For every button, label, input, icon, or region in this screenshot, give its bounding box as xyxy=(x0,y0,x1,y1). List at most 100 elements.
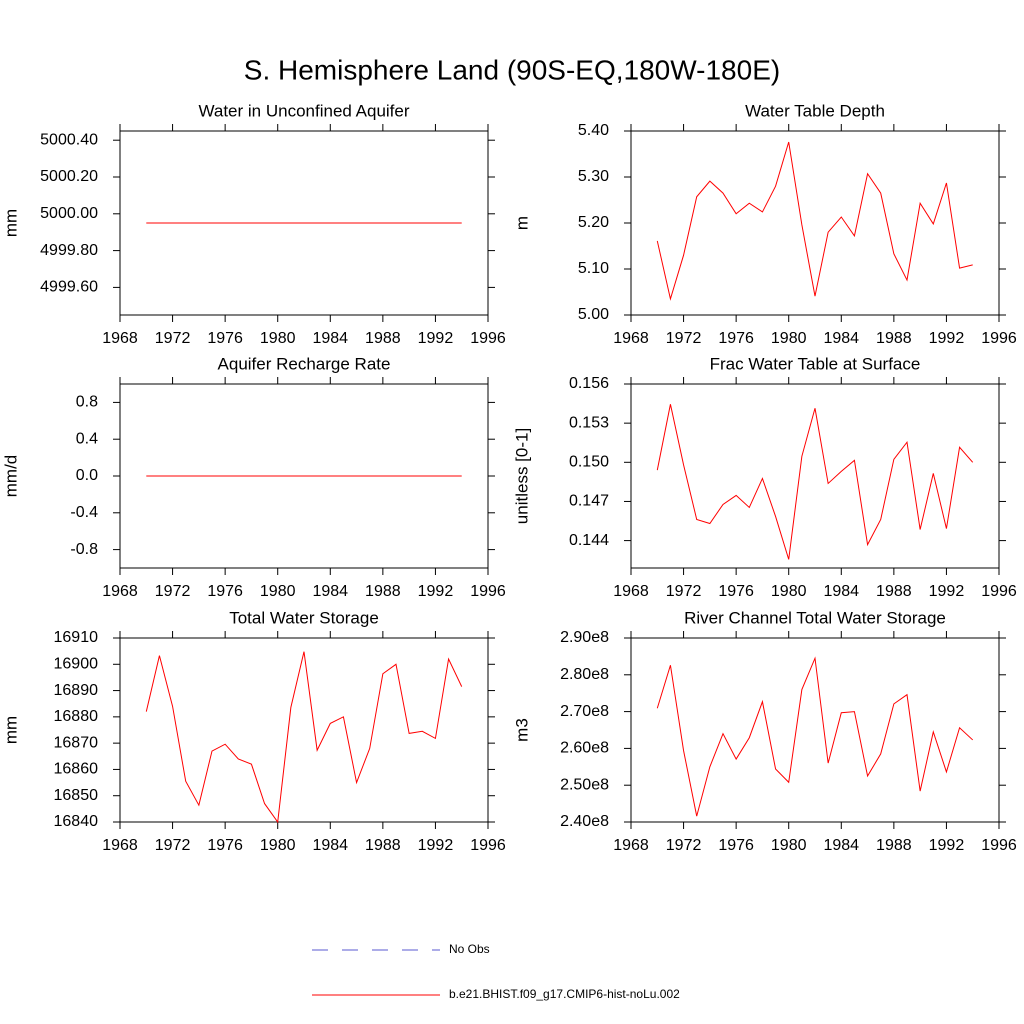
x-tick-label: 1968 xyxy=(613,330,649,347)
chart-title: Frac Water Table at Surface xyxy=(710,354,921,373)
y-tick-label: 0.153 xyxy=(569,414,609,431)
x-tick-label: 1996 xyxy=(981,837,1017,854)
y-axis-label: mm xyxy=(1,716,20,744)
chart-title: Total Water Storage xyxy=(229,608,379,627)
y-tick-label: 16860 xyxy=(54,761,99,778)
y-tick-label: 16870 xyxy=(54,734,99,751)
y-tick-label: 5.30 xyxy=(578,168,609,185)
x-tick-label: 1976 xyxy=(207,330,243,347)
y-tick-label: 5000.20 xyxy=(40,168,98,185)
x-tick-label: 1972 xyxy=(155,330,191,347)
y-axis-label: mm/d xyxy=(1,455,20,498)
y-tick-label: 5000.40 xyxy=(40,131,98,148)
y-tick-label: 2.60e8 xyxy=(560,740,609,757)
x-tick-label: 1968 xyxy=(613,837,649,854)
x-tick-label: 1972 xyxy=(155,583,191,600)
y-tick-label: 16850 xyxy=(54,787,99,804)
x-tick-label: 1980 xyxy=(771,837,807,854)
x-tick-label: 1992 xyxy=(929,583,965,600)
y-tick-label: 0.150 xyxy=(569,454,609,471)
y-tick-label: 2.50e8 xyxy=(560,776,609,793)
y-axis-label: unitless [0-1] xyxy=(512,428,531,524)
y-axis-label: m xyxy=(512,216,531,230)
x-tick-label: 1988 xyxy=(365,837,401,854)
x-tick-label: 1972 xyxy=(666,837,702,854)
y-tick-label: 2.80e8 xyxy=(560,666,609,683)
x-tick-label: 1992 xyxy=(418,583,454,600)
chart-title: Aquifer Recharge Rate xyxy=(218,354,391,373)
plot-frame xyxy=(630,130,1000,316)
x-tick-label: 1988 xyxy=(365,330,401,347)
x-tick-label: 1968 xyxy=(102,583,138,600)
y-axis-label: mm xyxy=(1,209,20,237)
chart-title: River Channel Total Water Storage xyxy=(684,608,946,627)
x-tick-label: 1976 xyxy=(718,583,754,600)
y-tick-label: 16880 xyxy=(54,708,99,725)
plot-frame xyxy=(119,130,489,316)
page-title: S. Hemisphere Land (90S-EQ,180W-180E) xyxy=(244,54,780,85)
x-tick-label: 1968 xyxy=(102,330,138,347)
x-tick-label: 1972 xyxy=(666,583,702,600)
x-tick-label: 1976 xyxy=(718,837,754,854)
y-tick-label: 5.40 xyxy=(578,122,609,139)
x-tick-label: 1980 xyxy=(260,583,296,600)
y-tick-label: 5.10 xyxy=(578,260,609,277)
y-axis-label: m3 xyxy=(512,718,531,742)
y-tick-label: 4999.60 xyxy=(40,279,98,296)
x-tick-label: 1980 xyxy=(260,837,296,854)
chart-title: Water Table Depth xyxy=(745,101,885,120)
y-tick-label: 4999.80 xyxy=(40,242,98,259)
y-tick-label: 2.40e8 xyxy=(560,813,609,830)
data-line xyxy=(656,404,974,560)
y-tick-label: 0.0 xyxy=(76,467,98,484)
x-tick-label: 1968 xyxy=(613,583,649,600)
x-tick-label: 1996 xyxy=(470,330,506,347)
x-tick-label: 1968 xyxy=(102,837,138,854)
data-line xyxy=(656,656,974,817)
x-tick-label: 1984 xyxy=(823,837,859,854)
x-tick-label: 1980 xyxy=(771,583,807,600)
y-tick-label: -0.4 xyxy=(70,504,98,521)
legend-label: No Obs xyxy=(449,942,490,956)
y-tick-label: 5000.00 xyxy=(40,205,98,222)
y-tick-label: 0.156 xyxy=(569,375,609,392)
y-tick-label: 2.70e8 xyxy=(560,703,609,720)
y-tick-label: 0.8 xyxy=(76,394,98,411)
y-tick-label: 16890 xyxy=(54,682,99,699)
y-tick-label: 5.00 xyxy=(578,306,609,323)
y-tick-label: 16910 xyxy=(54,629,99,646)
x-tick-label: 1984 xyxy=(312,837,348,854)
x-tick-label: 1988 xyxy=(876,583,912,600)
x-tick-label: 1972 xyxy=(666,330,702,347)
plot-frame xyxy=(119,637,489,823)
y-tick-label: 2.90e8 xyxy=(560,629,609,646)
x-tick-label: 1996 xyxy=(470,583,506,600)
x-tick-label: 1980 xyxy=(260,330,296,347)
x-tick-label: 1992 xyxy=(418,837,454,854)
y-tick-label: 16840 xyxy=(54,813,99,830)
x-tick-label: 1996 xyxy=(470,837,506,854)
legend-label: b.e21.BHIST.f09_g17.CMIP6-hist-noLu.002 xyxy=(449,987,680,1001)
plot-frame xyxy=(630,637,1000,823)
y-tick-label: -0.8 xyxy=(70,541,98,558)
x-tick-label: 1988 xyxy=(876,330,912,347)
y-tick-label: 5.20 xyxy=(578,214,609,231)
x-tick-label: 1992 xyxy=(418,330,454,347)
x-tick-label: 1972 xyxy=(155,837,191,854)
data-line xyxy=(656,141,973,301)
x-tick-label: 1976 xyxy=(207,583,243,600)
x-tick-label: 1976 xyxy=(718,330,754,347)
y-tick-label: 16900 xyxy=(54,656,99,673)
x-tick-label: 1984 xyxy=(312,330,348,347)
x-tick-label: 1996 xyxy=(981,330,1017,347)
y-tick-label: 0.144 xyxy=(569,532,609,549)
x-tick-label: 1984 xyxy=(823,583,859,600)
chart-title: Water in Unconfined Aquifer xyxy=(198,101,409,120)
y-tick-label: 0.4 xyxy=(76,430,98,447)
y-tick-label: 0.147 xyxy=(569,493,609,510)
x-tick-label: 1984 xyxy=(823,330,859,347)
x-tick-label: 1992 xyxy=(929,330,965,347)
plot-frame xyxy=(630,383,1000,569)
x-tick-label: 1980 xyxy=(771,330,807,347)
